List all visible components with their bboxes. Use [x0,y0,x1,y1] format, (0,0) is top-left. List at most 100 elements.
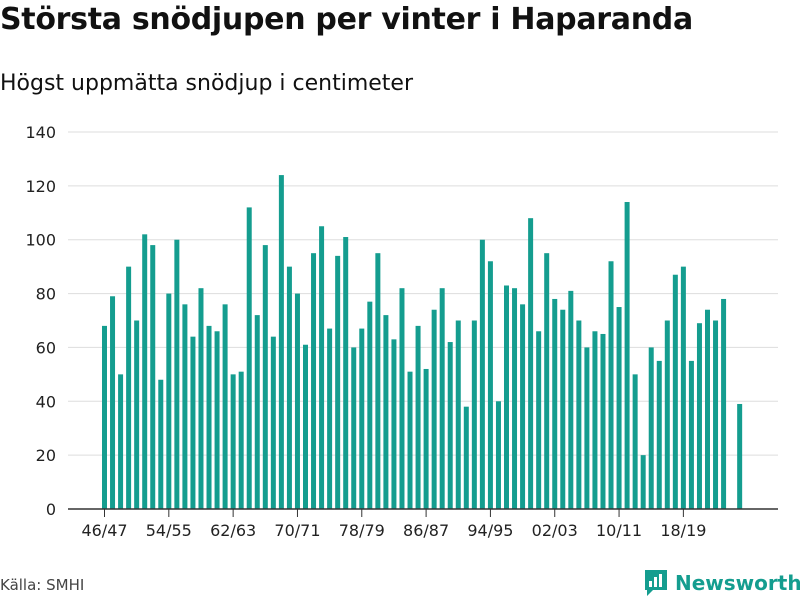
bar [512,288,518,509]
bar [713,320,719,509]
bar [110,296,116,509]
bar [463,406,469,509]
bar [222,304,228,509]
x-tick-label: 78/79 [339,521,385,540]
bar [118,374,124,509]
x-tick-label: 62/63 [210,521,256,540]
bar [286,266,292,509]
bar [190,336,196,509]
bar [166,293,172,509]
bar [471,320,477,509]
bar [262,245,268,509]
bar [270,336,276,509]
bar [351,347,357,509]
x-tick-label: 94/95 [467,521,513,540]
bar [616,307,622,509]
x-tick-label: 46/47 [81,521,127,540]
y-tick-label: 20 [36,446,56,465]
bar [737,403,743,509]
bar [536,331,542,509]
bar [198,288,204,509]
bar [576,320,582,509]
bar [455,320,461,509]
bar [592,331,598,509]
bar [495,401,501,509]
bar [319,226,325,509]
bar [238,371,244,509]
x-tick-label: 54/55 [146,521,192,540]
bar [504,285,509,509]
newsworthy-logo: Newsworthy [643,568,800,598]
bar [246,207,252,509]
bar [656,360,662,509]
bar [423,368,429,509]
x-tick-label: 70/71 [274,521,320,540]
chart-subtitle: Högst uppmätta snödjup i centimeter [0,71,413,96]
bar [568,290,574,509]
bar [303,344,308,509]
bar [528,218,534,509]
bar [102,325,107,509]
bar [182,304,188,509]
bar [126,266,132,509]
bar [343,237,349,509]
y-tick-label: 0 [46,500,56,519]
bar [383,315,389,509]
bar [142,234,148,510]
bar [544,253,550,509]
bar [560,309,566,509]
bar [721,298,727,509]
bar [158,379,164,509]
bar [696,323,702,509]
bar [624,202,630,509]
bar [278,175,284,510]
brand-name: Newsworthy [675,571,800,595]
bar [439,288,445,509]
bar [335,255,341,509]
bar [688,360,694,509]
bar [174,239,180,509]
bar [415,325,421,509]
bar [214,331,220,509]
bar [664,320,670,509]
y-tick-label: 100 [25,231,56,250]
bar [399,288,405,509]
y-tick-label: 80 [36,285,56,304]
y-tick-label: 140 [25,123,56,142]
bar [705,309,710,509]
bar [672,274,678,509]
bar [391,339,397,509]
bar [375,253,381,509]
bar [367,301,373,509]
chart-logo-icon [645,570,667,596]
bar [479,239,485,509]
bar [648,347,654,509]
bar [632,374,638,509]
bar [327,328,333,509]
bar [600,333,606,509]
y-tick-label: 40 [36,392,56,411]
bar [150,245,156,509]
bar [447,342,453,509]
x-tick-label: 86/87 [403,521,449,540]
bar [680,266,686,509]
bar [608,261,614,509]
bar [487,261,493,509]
bar [311,253,317,509]
x-tick-label: 10/11 [596,521,642,540]
x-tick-label: 02/03 [532,521,578,540]
x-tick-label: 18/19 [660,521,706,540]
chart-title: Största snödjupen per vinter i Haparanda [0,2,693,37]
bar [407,371,413,509]
y-tick-label: 60 [36,338,56,357]
bar [230,374,236,509]
source-note: Källa: SMHI [0,576,85,594]
bar [640,455,646,509]
bar [584,347,590,509]
bar [254,315,260,509]
bar [552,298,558,509]
bar [134,320,140,509]
y-tick-label: 120 [25,177,56,196]
bar [431,309,437,509]
